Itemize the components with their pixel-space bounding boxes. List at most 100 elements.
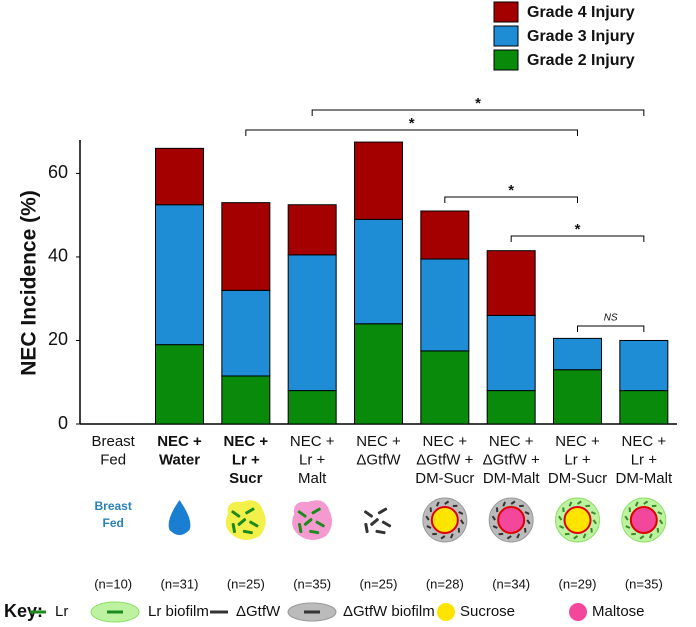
bar-segment — [420, 210, 470, 260]
bar-segment — [354, 323, 403, 425]
rod — [311, 507, 321, 515]
y-tick-label: 60 — [48, 162, 68, 182]
y-tick-label: 0 — [58, 413, 68, 433]
rod — [425, 515, 430, 521]
x-tick-label: DM-Sucr — [548, 470, 607, 487]
bar-segment — [221, 375, 271, 425]
x-tick-label: NEC + — [224, 433, 269, 450]
significance-label: * — [575, 221, 581, 238]
x-tick-label: Breast — [91, 433, 135, 450]
rod — [639, 535, 645, 540]
sample-size: (n=10) — [94, 576, 132, 591]
x-tick-label: ΔGtfW + — [483, 451, 540, 468]
rod — [440, 535, 446, 540]
rod — [363, 510, 374, 518]
rod — [492, 525, 498, 529]
legend-label: Grade 2 Injury — [527, 52, 635, 69]
significance-bracket — [577, 325, 645, 332]
rod — [245, 507, 255, 515]
rod — [444, 500, 450, 505]
bar-segment — [354, 141, 403, 220]
rod — [634, 501, 639, 507]
key-label: ΔGtfW biofilm — [343, 603, 435, 620]
rod — [516, 533, 521, 539]
rod — [375, 529, 386, 535]
rod — [315, 520, 325, 528]
x-tick-label: NEC + — [157, 433, 202, 450]
legend-label: Grade 4 Injury — [527, 4, 635, 21]
rod — [297, 522, 303, 534]
bar-segment — [553, 369, 602, 425]
sample-size: (n=34) — [492, 576, 530, 591]
rod — [502, 501, 507, 507]
rod — [524, 511, 530, 515]
rod — [297, 510, 307, 518]
x-tick-label: DM-Sucr — [415, 470, 474, 487]
x-tick-label: Malt — [298, 470, 327, 487]
y-tick-label: 20 — [48, 329, 68, 349]
rod — [559, 525, 565, 529]
rod — [237, 518, 247, 526]
sample-size: (n=25) — [227, 576, 265, 591]
x-tick-label: NEC + — [489, 433, 534, 450]
sugar — [629, 506, 658, 534]
key-label: Maltose — [592, 603, 645, 620]
significance-bracket — [444, 196, 578, 203]
x-tick-label: NEC + — [356, 433, 401, 450]
rod — [659, 519, 664, 525]
bar-segment — [420, 258, 470, 352]
key-label: ΔGtfW — [236, 603, 281, 620]
rod — [657, 511, 663, 515]
rod — [381, 520, 392, 528]
bar-segment — [287, 204, 337, 256]
rod — [506, 535, 512, 540]
sugar — [563, 506, 592, 534]
bar-segment — [486, 250, 536, 316]
rod — [624, 515, 629, 521]
sample-size: (n=25) — [360, 576, 398, 591]
icon-label: Fed — [102, 516, 123, 530]
x-tick-label: NEC + — [290, 433, 335, 450]
x-tick-label: DM-Malt — [615, 470, 672, 487]
rod — [460, 519, 465, 525]
rod — [526, 519, 531, 525]
rod — [303, 518, 313, 526]
key-title: Key: — [4, 601, 43, 621]
legend-label: Grade 3 Injury — [527, 28, 635, 45]
rod — [625, 525, 631, 529]
rod — [576, 500, 582, 505]
rod — [643, 500, 649, 505]
significance-label: NS — [604, 313, 618, 324]
x-tick-label: DM-Malt — [483, 470, 540, 487]
rod — [590, 511, 596, 515]
x-tick-label: Lr + — [631, 451, 658, 468]
rod — [592, 519, 597, 525]
significance-label: * — [475, 95, 481, 112]
legend-swatch — [493, 1, 519, 23]
key-label: Sucrose — [460, 603, 515, 620]
bar-segment — [619, 339, 669, 392]
water-drop — [168, 500, 191, 535]
bar-segment — [486, 314, 536, 392]
bar-segment — [420, 350, 470, 425]
bar-segment — [221, 289, 271, 377]
rod — [458, 511, 464, 515]
rod — [573, 535, 579, 540]
x-tick-label: Sucr — [229, 470, 263, 487]
rod — [370, 518, 379, 526]
key-label: Lr — [55, 603, 68, 620]
sugar — [497, 506, 526, 534]
significance-label: * — [409, 115, 415, 132]
significance-bracket — [245, 129, 578, 136]
rod — [449, 533, 454, 539]
bar-segment — [155, 204, 204, 346]
x-tick-label: Water — [159, 451, 200, 468]
x-tick-label: ΔGtfW + — [416, 451, 473, 468]
rod — [426, 525, 432, 529]
sample-size: (n=35) — [625, 576, 663, 591]
rod — [377, 507, 388, 515]
significance-label: * — [508, 182, 514, 199]
sample-size: (n=31) — [161, 576, 199, 591]
y-tick-label: 40 — [48, 246, 68, 266]
bar-segment — [287, 390, 337, 425]
